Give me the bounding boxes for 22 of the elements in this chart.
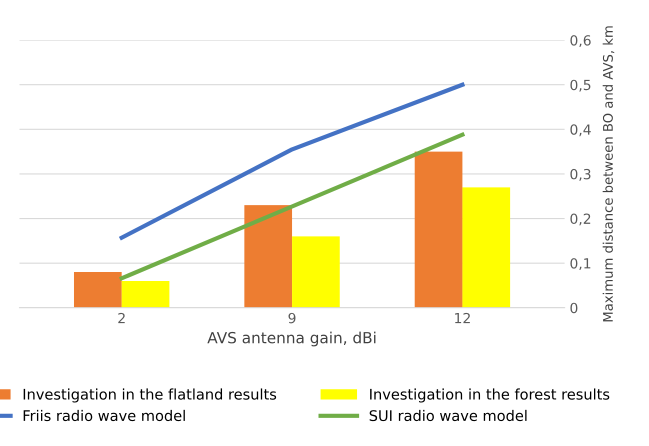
y-tick-label: 0,6 [570, 35, 591, 48]
bar [462, 187, 510, 308]
y-tick-label: 0,2 [570, 214, 590, 226]
x-tick-label: 9 [288, 312, 296, 324]
y-tick-label: 0,1 [570, 258, 590, 270]
bar [292, 236, 340, 308]
legend-label: Friis radio wave model [24, 410, 185, 422]
y-tick-label: 0,4 [570, 124, 591, 136]
bar [74, 272, 122, 308]
x-tick-label: 2 [118, 312, 125, 324]
legend-label: SUI radio wave model [370, 410, 527, 422]
y-tick-label: 0,5 [570, 80, 590, 92]
bar [414, 152, 462, 308]
x-axis-title: AVS antenna gain, dBi [207, 332, 376, 346]
y-tick-label: 0,3 [570, 168, 590, 181]
x-tick-label: 12 [455, 312, 470, 324]
y-tick-label: 0 [570, 302, 578, 314]
legend-label: Investigation in the flatland results [24, 388, 276, 403]
bar [244, 205, 292, 308]
legend-label: Investigation in the forest results [370, 388, 610, 403]
bar [122, 280, 170, 308]
y-axis-title: Maximum distance between BO and AVS, km [602, 26, 614, 322]
